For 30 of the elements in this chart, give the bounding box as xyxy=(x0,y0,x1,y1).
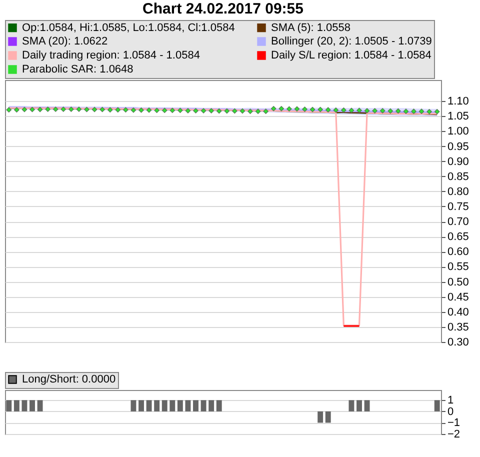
y-tick-label: −2 xyxy=(448,428,460,440)
y-tick-label: 0.85 xyxy=(448,170,469,183)
legend-label: Op:1.0584, Hi:1.0585, Lo:1.0584, Cl:1.0584 xyxy=(22,22,235,34)
y-tick-label: 0 xyxy=(448,406,454,418)
chart-title: Chart 24.02.2017 09:55 xyxy=(142,0,304,18)
y-tick-label: 1.05 xyxy=(448,110,469,123)
y-tick-label: 1 xyxy=(448,394,454,407)
y-tick-label: −1 xyxy=(448,417,460,430)
legend-label: Parabolic SAR: 1.0648 xyxy=(22,64,134,76)
legend-label: Long/Short: 0.0000 xyxy=(22,374,116,386)
y-tick-label: 0.70 xyxy=(448,216,469,228)
legend-label: Daily trading region: 1.0584 - 1.0584 xyxy=(22,50,200,62)
legend-label: SMA (5): 1.0558 xyxy=(271,22,350,34)
legend-label: Daily S/L region: 1.0584 - 1.0584 xyxy=(271,50,432,62)
y-tick-label: 0.80 xyxy=(448,186,469,198)
y-tick-label: 0.35 xyxy=(448,321,469,334)
y-tick-label: 0.65 xyxy=(448,231,469,244)
legend-label: Bollinger (20, 2): 1.0505 - 1.0739 xyxy=(271,36,432,48)
y-tick-label: 0.40 xyxy=(448,306,469,318)
y-tick-label: 1.00 xyxy=(448,126,469,138)
y-tick-label: 0.55 xyxy=(448,261,469,274)
y-tick-label: 0.95 xyxy=(448,140,469,153)
y-tick-label: 0.30 xyxy=(448,336,469,348)
y-tick-label: 0.75 xyxy=(448,200,469,213)
y-tick-label: 1.10 xyxy=(448,96,469,108)
y-tick-label: 0.90 xyxy=(448,156,469,168)
y-tick-label: 0.60 xyxy=(448,246,469,258)
legend-label: SMA (20): 1.0622 xyxy=(22,36,108,48)
y-tick-label: 0.45 xyxy=(448,291,469,304)
y-tick-label: 0.50 xyxy=(448,276,469,288)
